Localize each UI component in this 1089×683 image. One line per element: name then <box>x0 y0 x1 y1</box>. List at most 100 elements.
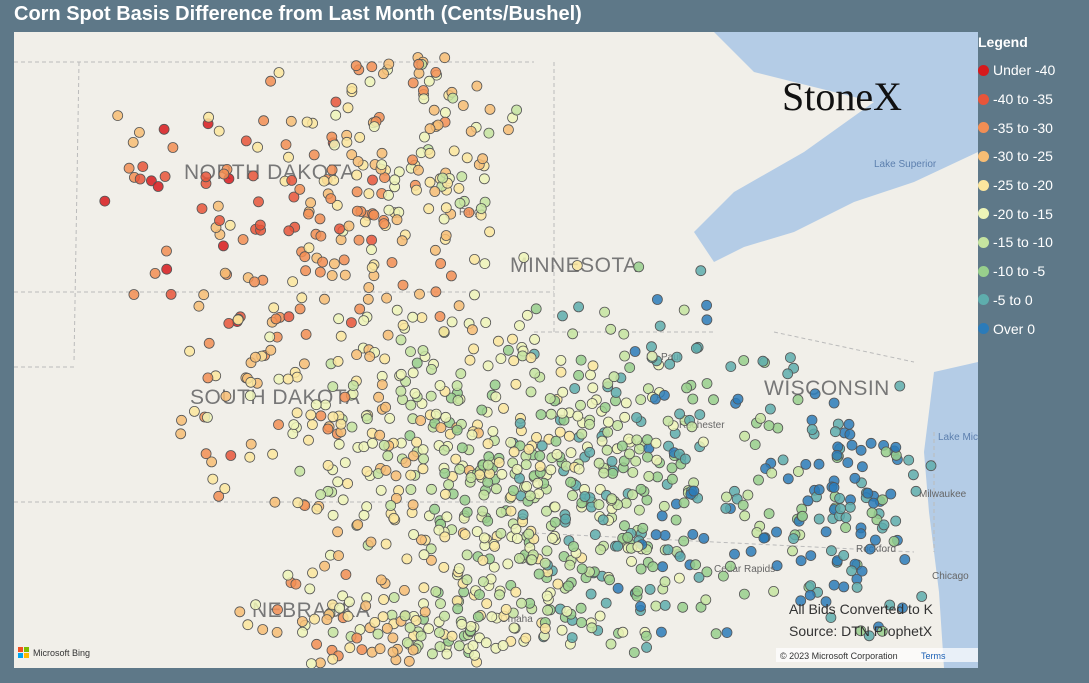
bid-dot[interactable] <box>813 458 825 470</box>
bid-dot[interactable] <box>680 453 691 465</box>
bid-dot[interactable] <box>651 454 663 466</box>
bid-dot[interactable] <box>725 560 736 572</box>
bid-dot[interactable] <box>890 515 902 527</box>
bid-dot[interactable] <box>389 174 401 186</box>
bid-dot[interactable] <box>565 447 577 459</box>
bid-dot[interactable] <box>843 418 855 430</box>
bid-dot[interactable] <box>687 528 699 540</box>
bid-dot[interactable] <box>165 288 177 300</box>
bid-dot[interactable] <box>471 80 483 92</box>
bid-dot[interactable] <box>472 611 484 623</box>
bid-dot[interactable] <box>283 151 294 163</box>
bid-dot[interactable] <box>489 379 501 391</box>
bid-dot[interactable] <box>311 503 323 515</box>
bid-dot[interactable] <box>318 175 330 187</box>
bid-dot[interactable] <box>498 402 509 414</box>
bid-dot[interactable] <box>610 387 622 398</box>
bid-dot[interactable] <box>337 494 349 506</box>
bid-dot[interactable] <box>605 323 617 335</box>
bid-dot[interactable] <box>354 303 366 315</box>
bid-dot[interactable] <box>846 439 858 451</box>
bid-dot[interactable] <box>314 213 326 225</box>
bid-dot[interactable] <box>698 436 709 448</box>
bid-dot[interactable] <box>149 267 161 279</box>
bid-dot[interactable] <box>479 258 491 270</box>
bid-dot[interactable] <box>387 632 399 644</box>
bid-dot[interactable] <box>327 509 339 521</box>
bid-dot[interactable] <box>322 423 334 435</box>
bid-dot[interactable] <box>523 528 535 540</box>
bid-dot[interactable] <box>206 456 218 468</box>
bid-dot[interactable] <box>622 531 634 543</box>
bid-dot[interactable] <box>560 513 571 525</box>
bid-dot[interactable] <box>288 419 300 431</box>
legend-item[interactable]: -10 to -5 <box>978 257 1088 286</box>
bid-dot[interactable] <box>701 299 712 311</box>
bid-dot[interactable] <box>297 626 308 638</box>
bid-dot[interactable] <box>855 444 867 456</box>
bid-dot[interactable] <box>828 482 840 493</box>
bid-dot[interactable] <box>360 600 372 612</box>
bid-dot[interactable] <box>471 526 483 537</box>
bid-dot[interactable] <box>477 153 489 165</box>
bid-dot[interactable] <box>407 367 419 379</box>
bid-dot[interactable] <box>659 600 671 611</box>
bid-dot[interactable] <box>405 346 416 358</box>
bid-dot[interactable] <box>461 152 473 164</box>
bid-dot[interactable] <box>502 344 514 356</box>
bid-dot[interactable] <box>310 399 322 411</box>
bid-dot[interactable] <box>207 473 219 485</box>
bid-dot[interactable] <box>606 493 618 505</box>
bid-dot[interactable] <box>330 96 342 108</box>
bid-dot[interactable] <box>351 205 363 217</box>
bid-dot[interactable] <box>805 580 816 591</box>
bid-dot[interactable] <box>341 136 353 148</box>
terms-link[interactable]: Terms <box>921 651 946 661</box>
bid-dot[interactable] <box>520 632 532 644</box>
bid-dot[interactable] <box>418 549 430 561</box>
bid-dot[interactable] <box>390 492 402 504</box>
bid-dot[interactable] <box>555 366 567 378</box>
bid-dot[interactable] <box>219 267 231 279</box>
bid-dot[interactable] <box>480 317 492 328</box>
legend-item[interactable]: -25 to -20 <box>978 171 1088 200</box>
bid-dot[interactable] <box>378 594 390 605</box>
bid-dot[interactable] <box>376 147 388 159</box>
bid-dot[interactable] <box>813 513 825 525</box>
bid-dot[interactable] <box>502 124 514 136</box>
bid-dot[interactable] <box>286 174 298 186</box>
bid-dot[interactable] <box>876 625 888 637</box>
bid-dot[interactable] <box>586 398 598 409</box>
bid-dot[interactable] <box>856 565 868 577</box>
bid-dot[interactable] <box>612 582 624 594</box>
bid-dot[interactable] <box>417 345 429 356</box>
bid-dot[interactable] <box>608 371 620 383</box>
bid-dot[interactable] <box>863 630 875 642</box>
bid-dot[interactable] <box>674 408 685 420</box>
bid-dot[interactable] <box>549 501 561 513</box>
bid-dot[interactable] <box>415 630 427 642</box>
bid-dot[interactable] <box>584 418 595 430</box>
bid-dot[interactable] <box>303 208 314 220</box>
bid-dot[interactable] <box>825 612 837 623</box>
bid-dot[interactable] <box>594 610 606 622</box>
bid-dot[interactable] <box>288 191 300 203</box>
bid-dot[interactable] <box>532 477 544 489</box>
bid-dot[interactable] <box>383 58 395 70</box>
bid-dot[interactable] <box>123 162 135 174</box>
bid-dot[interactable] <box>828 579 840 591</box>
bid-dot[interactable] <box>426 648 438 660</box>
bid-dot[interactable] <box>664 358 676 370</box>
bid-dot[interactable] <box>423 623 435 634</box>
bid-dot[interactable] <box>494 589 505 601</box>
bid-dot[interactable] <box>161 263 173 275</box>
bid-dot[interactable] <box>333 550 344 561</box>
bid-dot[interactable] <box>335 234 347 246</box>
bid-dot[interactable] <box>314 266 326 278</box>
bid-dot[interactable] <box>567 490 578 501</box>
bid-dot[interactable] <box>862 487 874 499</box>
bid-dot[interactable] <box>322 459 334 471</box>
bid-dot[interactable] <box>710 628 722 640</box>
bid-dot[interactable] <box>200 448 212 460</box>
bid-dot[interactable] <box>452 395 464 406</box>
